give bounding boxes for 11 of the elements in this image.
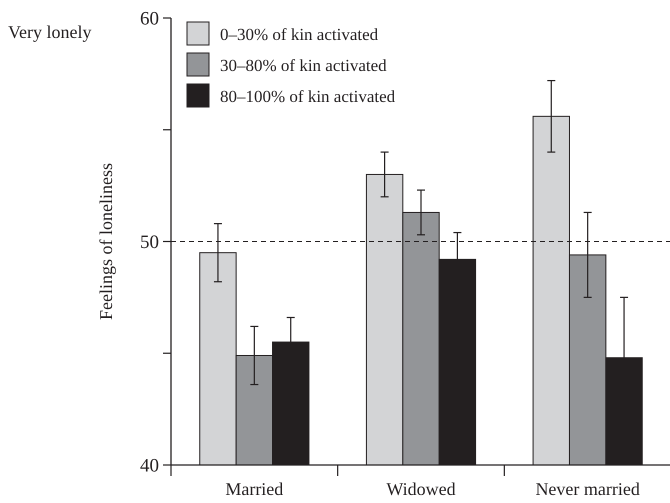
y-tick-label: 60 — [140, 8, 159, 30]
text: Very lonely — [8, 22, 92, 42]
legend-label: 80–100% of kin activated — [220, 86, 396, 106]
legend-label: 0–30% of kin activated — [220, 24, 379, 44]
y-tick-label: 50 — [140, 232, 159, 254]
x-tick-label: Widowed — [386, 479, 456, 499]
y-tick-label: 40 — [140, 456, 159, 477]
legend-label: 30–80% of kin activated — [220, 56, 388, 75]
y-axis-title: Feelings of loneliness — [96, 163, 116, 320]
x-tick-label: Married — [225, 479, 284, 499]
x-tick-label: Never married — [535, 479, 640, 499]
